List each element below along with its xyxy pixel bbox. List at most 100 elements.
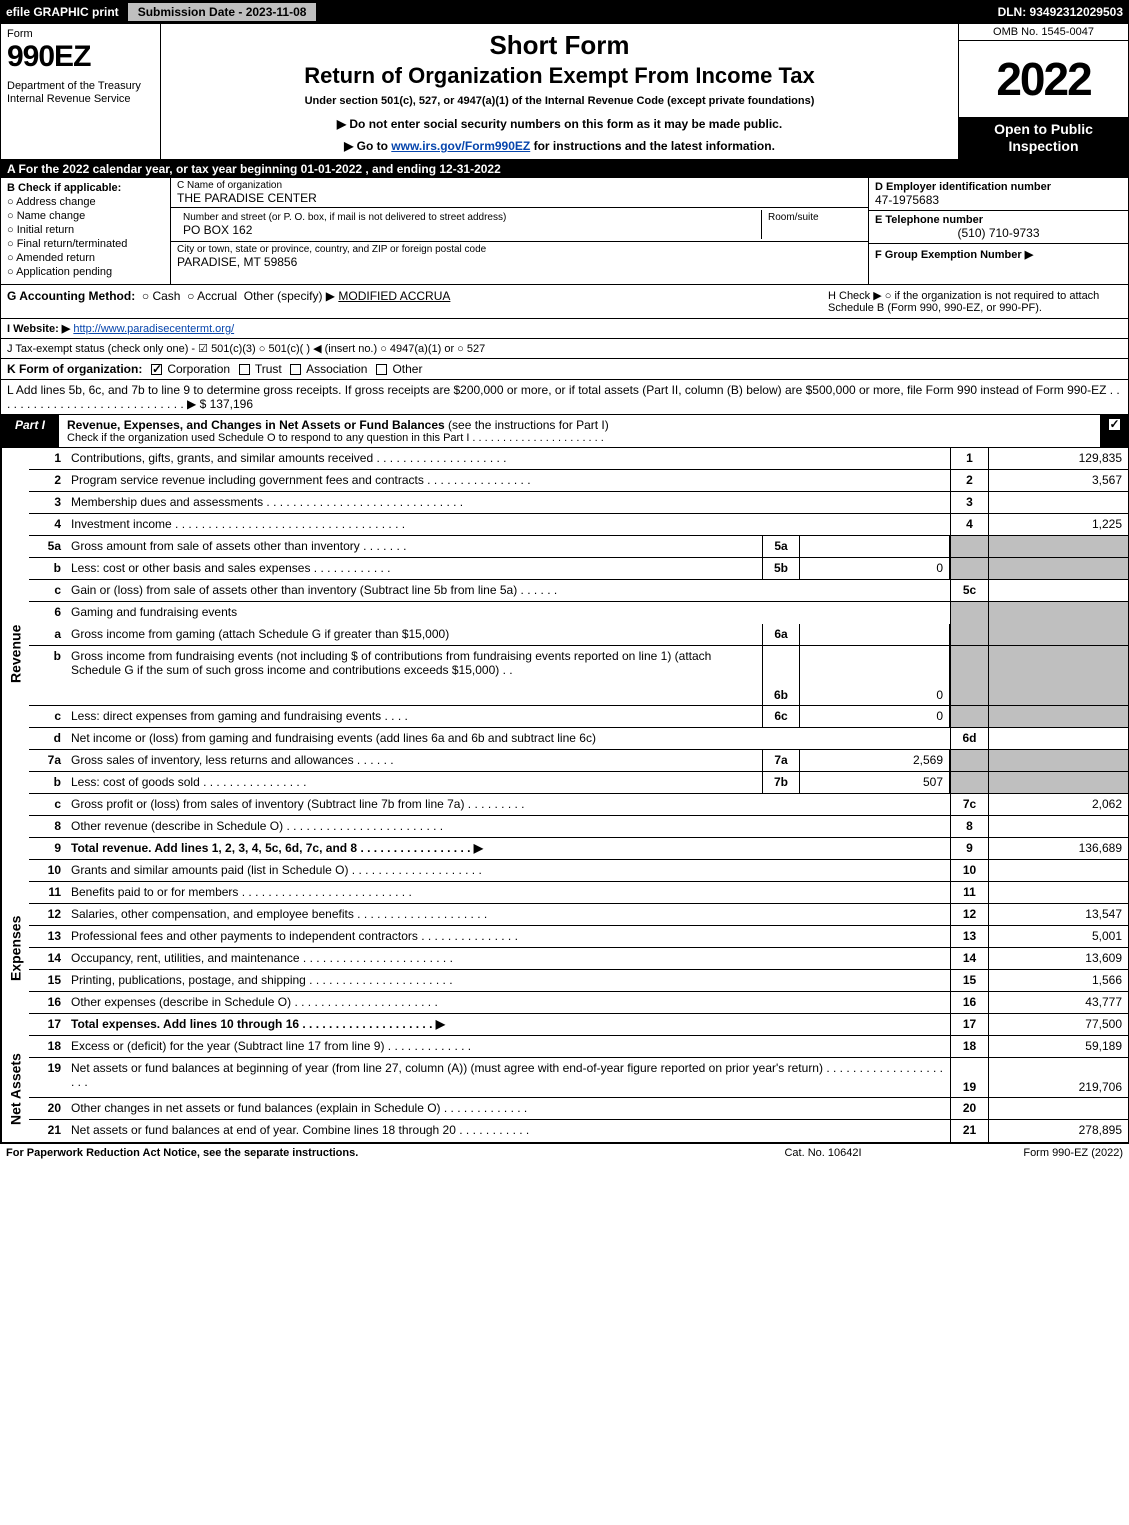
line-6c-rval-gray bbox=[988, 706, 1128, 727]
line-5a-num: 5a bbox=[29, 536, 67, 557]
line-20-rval bbox=[988, 1098, 1128, 1119]
goto-link-row: ▶ Go to www.irs.gov/Form990EZ for instru… bbox=[171, 139, 948, 153]
header-left: Form 990EZ Department of the Treasury In… bbox=[1, 24, 161, 159]
line-20-desc: Other changes in net assets or fund bala… bbox=[67, 1098, 950, 1119]
org-name-row: C Name of organization THE PARADISE CENT… bbox=[171, 178, 868, 208]
header-middle: Short Form Return of Organization Exempt… bbox=[161, 24, 958, 159]
website-link[interactable]: http://www.paradisecentermt.org/ bbox=[73, 323, 234, 335]
line-7b: bLess: cost of goods sold . . . . . . . … bbox=[29, 772, 1128, 794]
net-assets-lines: 18Excess or (deficit) for the year (Subt… bbox=[29, 1036, 1128, 1142]
line-6b-rval-gray bbox=[988, 646, 1128, 705]
check-initial-return[interactable]: Initial return bbox=[7, 224, 164, 236]
line-8-rnum: 8 bbox=[950, 816, 988, 837]
line-16: 16Other expenses (describe in Schedule O… bbox=[29, 992, 1128, 1014]
line-9-rval: 136,689 bbox=[988, 838, 1128, 859]
line-5a-rval-gray bbox=[988, 536, 1128, 557]
line-13-rval: 5,001 bbox=[988, 926, 1128, 947]
line-6d-rnum: 6d bbox=[950, 728, 988, 749]
line-6a-num: a bbox=[29, 624, 67, 645]
check-final-return[interactable]: Final return/terminated bbox=[7, 238, 164, 250]
check-trust[interactable] bbox=[239, 364, 250, 375]
check-association[interactable] bbox=[290, 364, 301, 375]
corporation-label: Corporation bbox=[167, 362, 230, 376]
line-15-num: 15 bbox=[29, 970, 67, 991]
line-15-rnum: 15 bbox=[950, 970, 988, 991]
line-16-rval: 43,777 bbox=[988, 992, 1128, 1013]
line-3: 3Membership dues and assessments . . . .… bbox=[29, 492, 1128, 514]
line-2-desc: Program service revenue including govern… bbox=[67, 470, 950, 491]
line-21-num: 21 bbox=[29, 1120, 67, 1142]
line-6a-rnum-gray bbox=[950, 624, 988, 645]
goto-post: for instructions and the latest informat… bbox=[530, 139, 775, 153]
irs-link[interactable]: www.irs.gov/Form990EZ bbox=[391, 139, 530, 153]
line-7a: 7aGross sales of inventory, less returns… bbox=[29, 750, 1128, 772]
part-1-tab: Part I bbox=[1, 415, 59, 447]
form-number: 990EZ bbox=[7, 40, 154, 74]
line-4-rnum: 4 bbox=[950, 514, 988, 535]
line-3-num: 3 bbox=[29, 492, 67, 513]
line-6c-mv: 0 bbox=[800, 706, 950, 727]
line-18-rnum: 18 bbox=[950, 1036, 988, 1057]
line-11-desc: Benefits paid to or for members . . . . … bbox=[67, 882, 950, 903]
line-18-desc: Excess or (deficit) for the year (Subtra… bbox=[67, 1036, 950, 1057]
line-6: 6Gaming and fundraising events bbox=[29, 602, 1128, 624]
check-other-org[interactable] bbox=[376, 364, 387, 375]
line-8-rval bbox=[988, 816, 1128, 837]
part-1-title: Revenue, Expenses, and Changes in Net As… bbox=[59, 415, 1100, 447]
submission-date: Submission Date - 2023-11-08 bbox=[127, 2, 318, 22]
check-amended-return[interactable]: Amended return bbox=[7, 252, 164, 264]
header-right: OMB No. 1545-0047 2022 Open to Public In… bbox=[958, 24, 1128, 159]
form-header: Form 990EZ Department of the Treasury In… bbox=[0, 24, 1129, 160]
line-17-rnum: 17 bbox=[950, 1014, 988, 1035]
check-address-change[interactable]: Address change bbox=[7, 196, 164, 208]
line-6a-desc: Gross income from gaming (attach Schedul… bbox=[67, 624, 762, 645]
line-15: 15Printing, publications, postage, and s… bbox=[29, 970, 1128, 992]
check-application-pending[interactable]: Application pending bbox=[7, 266, 164, 278]
check-name-change[interactable]: Name change bbox=[7, 210, 164, 222]
omb-number: OMB No. 1545-0047 bbox=[959, 24, 1128, 41]
line-5b-rnum-gray bbox=[950, 558, 988, 579]
line-6a-rval-gray bbox=[988, 624, 1128, 645]
line-5b-rval-gray bbox=[988, 558, 1128, 579]
line-6d-desc: Net income or (loss) from gaming and fun… bbox=[67, 728, 950, 749]
line-15-desc: Printing, publications, postage, and shi… bbox=[67, 970, 950, 991]
revenue-sidebar: Revenue bbox=[1, 448, 29, 860]
line-1: 1Contributions, gifts, grants, and simil… bbox=[29, 448, 1128, 470]
line-5b-mv: 0 bbox=[800, 558, 950, 579]
accrual-option[interactable]: Accrual bbox=[187, 289, 237, 303]
expenses-sidebar: Expenses bbox=[1, 860, 29, 1036]
line-5b: bLess: cost or other basis and sales exp… bbox=[29, 558, 1128, 580]
check-corporation[interactable] bbox=[151, 364, 162, 375]
line-16-num: 16 bbox=[29, 992, 67, 1013]
line-18-num: 18 bbox=[29, 1036, 67, 1057]
dln: DLN: 93492312029503 bbox=[998, 5, 1129, 19]
line-7b-rnum-gray bbox=[950, 772, 988, 793]
l-text: L Add lines 5b, 6c, and 7b to line 9 to … bbox=[7, 383, 1120, 411]
line-7a-rnum-gray bbox=[950, 750, 988, 771]
line-21-desc: Net assets or fund balances at end of ye… bbox=[67, 1120, 950, 1142]
col-b-checkboxes: B Check if applicable: Address change Na… bbox=[1, 178, 171, 284]
telephone-cell: E Telephone number (510) 710-9733 bbox=[869, 211, 1128, 244]
org-address-row: Number and street (or P. O. box, if mail… bbox=[171, 208, 868, 242]
col-d-right: D Employer identification number 47-1975… bbox=[868, 178, 1128, 284]
part-1-sub: (see the instructions for Part I) bbox=[448, 418, 609, 432]
line-10-rval bbox=[988, 860, 1128, 881]
line-7b-mn: 7b bbox=[762, 772, 800, 793]
line-2: 2Program service revenue including gover… bbox=[29, 470, 1128, 492]
line-6b-mn: 6b bbox=[762, 646, 800, 705]
line-6a: aGross income from gaming (attach Schedu… bbox=[29, 624, 1128, 646]
schedule-o-checkbox[interactable] bbox=[1108, 418, 1121, 431]
g-accounting: G Accounting Method: Cash Accrual Other … bbox=[7, 289, 822, 314]
line-11-num: 11 bbox=[29, 882, 67, 903]
line-8-desc: Other revenue (describe in Schedule O) .… bbox=[67, 816, 950, 837]
line-5c-rval bbox=[988, 580, 1128, 601]
line-17: 17Total expenses. Add lines 10 through 1… bbox=[29, 1014, 1128, 1036]
city-value: PARADISE, MT 59856 bbox=[177, 255, 862, 269]
line-6d-rval bbox=[988, 728, 1128, 749]
topbar: efile GRAPHIC print Submission Date - 20… bbox=[0, 0, 1129, 24]
cash-option[interactable]: Cash bbox=[142, 289, 181, 303]
line-14-rnum: 14 bbox=[950, 948, 988, 969]
line-6c-num: c bbox=[29, 706, 67, 727]
line-7a-desc: Gross sales of inventory, less returns a… bbox=[67, 750, 762, 771]
line-9: 9Total revenue. Add lines 1, 2, 3, 4, 5c… bbox=[29, 838, 1128, 860]
